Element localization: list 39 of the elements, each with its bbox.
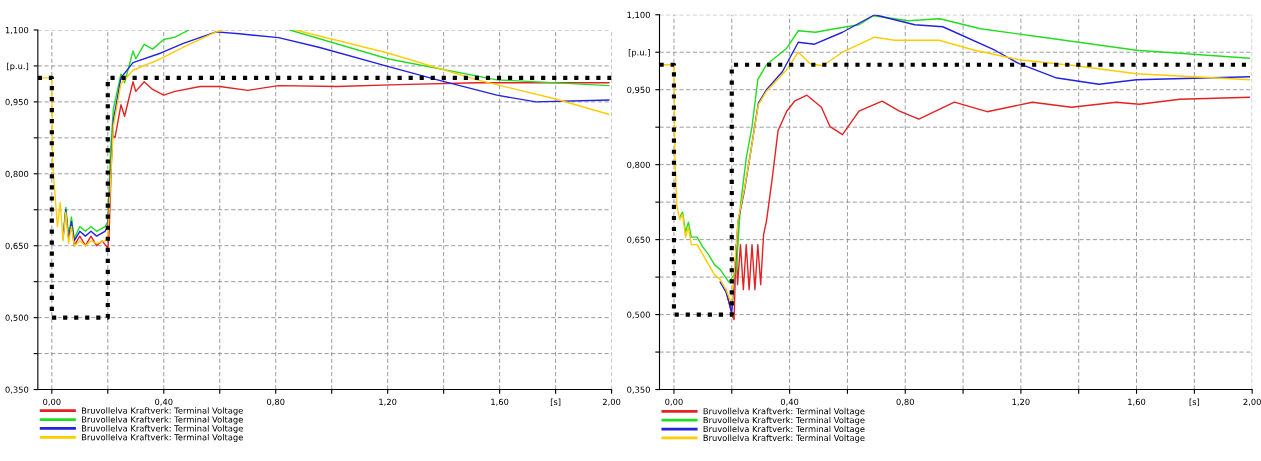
legend-label: Bruvollelva Kraftverk: Terminal Voltage [703, 407, 865, 416]
y-tick-label: 0,500 [5, 314, 29, 322]
line-series [725, 94, 1250, 321]
x-tick-label: [s] [550, 398, 561, 406]
x-tick-label: 1,20 [1012, 398, 1030, 406]
y-tick-label: 0,800 [5, 170, 29, 178]
x-tick-label: 2,00 [1243, 398, 1261, 406]
legend-label: Bruvollelva Kraftverk: Terminal Voltage [81, 407, 243, 416]
y-tick-label: 0,350 [5, 386, 29, 394]
y-tick-label: [p.u.] [7, 62, 29, 71]
line-series [679, 15, 1250, 283]
legend-label: Bruvollelva Kraftverk: Terminal Voltage [703, 425, 865, 434]
y-tick-label: 0,650 [627, 236, 650, 244]
y-tick-label: 0,800 [627, 161, 650, 169]
x-tick-label: 1,60 [1128, 398, 1146, 406]
x-tick-label: 0,40 [155, 398, 173, 406]
legend-label: Bruvollelva Kraftverk: Terminal Voltage [81, 433, 243, 443]
x-tick-label: 0,80 [267, 398, 285, 406]
y-tick-label: 0,500 [627, 311, 650, 319]
y-tick-label: 0,350 [627, 386, 650, 394]
x-tick-label: 0,00 [665, 398, 683, 406]
legend-label: Bruvollelva Kraftverk: Terminal Voltage [703, 434, 865, 443]
x-tick-label: 0,40 [780, 398, 799, 406]
y-tick-label: 0,950 [5, 98, 29, 107]
legend-label: Bruvollelva Kraftverk: Terminal Voltage [81, 425, 243, 434]
x-tick-label: 0,00 [43, 398, 61, 406]
y-tick-label: [p.u.] [628, 49, 650, 58]
x-tick-label: [s] [1189, 398, 1200, 406]
line-series [719, 14, 1250, 313]
x-tick-label: 1,60 [491, 398, 509, 406]
y-tick-label: 1,100 [627, 11, 650, 19]
legend-label: Bruvollelva Kraftverk: Terminal Voltage [703, 416, 865, 425]
x-tick-label: 2,00 [602, 398, 621, 406]
x-tick-label: 1,20 [379, 398, 397, 406]
y-tick-label: 0,650 [5, 242, 29, 250]
y-tick-label: 0,950 [627, 86, 650, 94]
y-tick-label: 1,100 [5, 26, 29, 35]
legend-label: Bruvollelva Kraftverk: Terminal Voltage [81, 416, 243, 425]
x-tick-label: 0,80 [896, 398, 914, 406]
